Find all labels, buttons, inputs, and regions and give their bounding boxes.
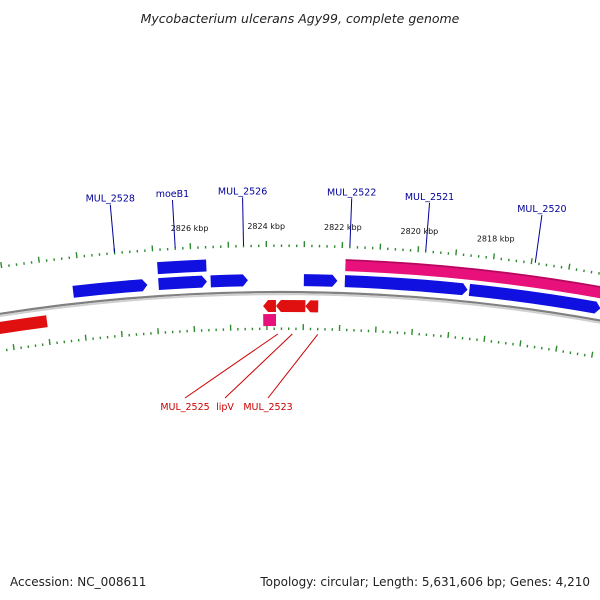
genome-backbone-shadow [0,293,600,324]
label-leader [242,197,245,246]
label-leader [171,200,176,248]
rna-feature [345,259,600,299]
gene-feature [305,300,319,313]
gene-label: MUL_2528 [86,194,135,205]
major-tick [455,249,458,256]
label-leader [534,215,543,263]
major-tick [555,345,558,352]
label-leader [184,333,279,399]
label-leader [349,198,353,247]
gene-label: MUL_2522 [327,187,376,198]
major-tick [37,256,40,263]
scale-label: 2818 kbp [477,234,515,243]
scale-label: 2824 kbp [247,222,285,231]
major-tick [447,331,450,339]
label-leader [425,202,431,251]
genome-backbone [0,290,600,322]
major-tick [120,331,123,338]
inner-tick-track [5,324,594,358]
rna-outer-track [345,259,600,299]
gene-feature [210,274,248,288]
gene-label: moeB1 [156,189,189,200]
major-tick [530,258,533,265]
forward-gene-track [72,274,600,314]
major-tick [590,351,594,358]
gene-label: MUL_2523 [243,402,292,413]
gene-label: MUL_2520 [517,204,566,215]
rna-feature [263,314,277,327]
major-tick [75,252,78,259]
major-tick [492,253,495,260]
gene-feature [72,279,148,298]
label-leader [109,204,116,253]
gene-feature [0,315,48,335]
gene-feature [303,274,338,287]
page-title: Mycobacterium ulcerans Agy99, complete g… [141,11,460,26]
gene-feature [157,259,207,275]
major-tick [48,338,51,346]
accession-text: Accession: NC_008611 [10,575,146,589]
reverse-gene-track [0,300,319,335]
forward-gene-labels: MUL_2528 moeB1 MUL_2526 MUL_2522 MUL_2521 MUL… [86,186,567,263]
rna-feature-edge [345,259,600,288]
genome-summary-text: Topology: circular; Length: 5,631,606 bp… [259,575,590,589]
major-tick [483,335,486,342]
gene-label: MUL_2526 [218,186,267,197]
scale-label: 2822 kbp [324,223,362,232]
gene-feature [275,300,306,313]
major-tick [12,344,15,351]
rna-inner-track [263,314,277,327]
major-tick [519,340,522,347]
major-tick [84,334,87,341]
major-tick [568,263,571,270]
scale-label: 2820 kbp [401,227,439,236]
gene-label: MUL_2525 [160,402,209,413]
gene-feature [158,275,207,291]
gene-label: lipV [216,402,234,413]
gene-feature [468,283,600,314]
scale-label: 2826 kbp [171,224,209,233]
scale-labels: 2826 kbp 2824 kbp 2822 kbp 2820 kbp 2818 kbp [171,222,515,243]
gene-feature [263,300,276,313]
gene-feature [344,275,468,296]
reverse-gene-labels: MUL_2525 lipV MUL_2523 [160,333,319,413]
gene-label: MUL_2521 [405,192,454,203]
forward-outer-track [157,259,207,275]
outer-tick-track [0,241,600,275]
label-leader [224,333,293,399]
label-leader [267,334,319,399]
major-tick [0,261,3,269]
